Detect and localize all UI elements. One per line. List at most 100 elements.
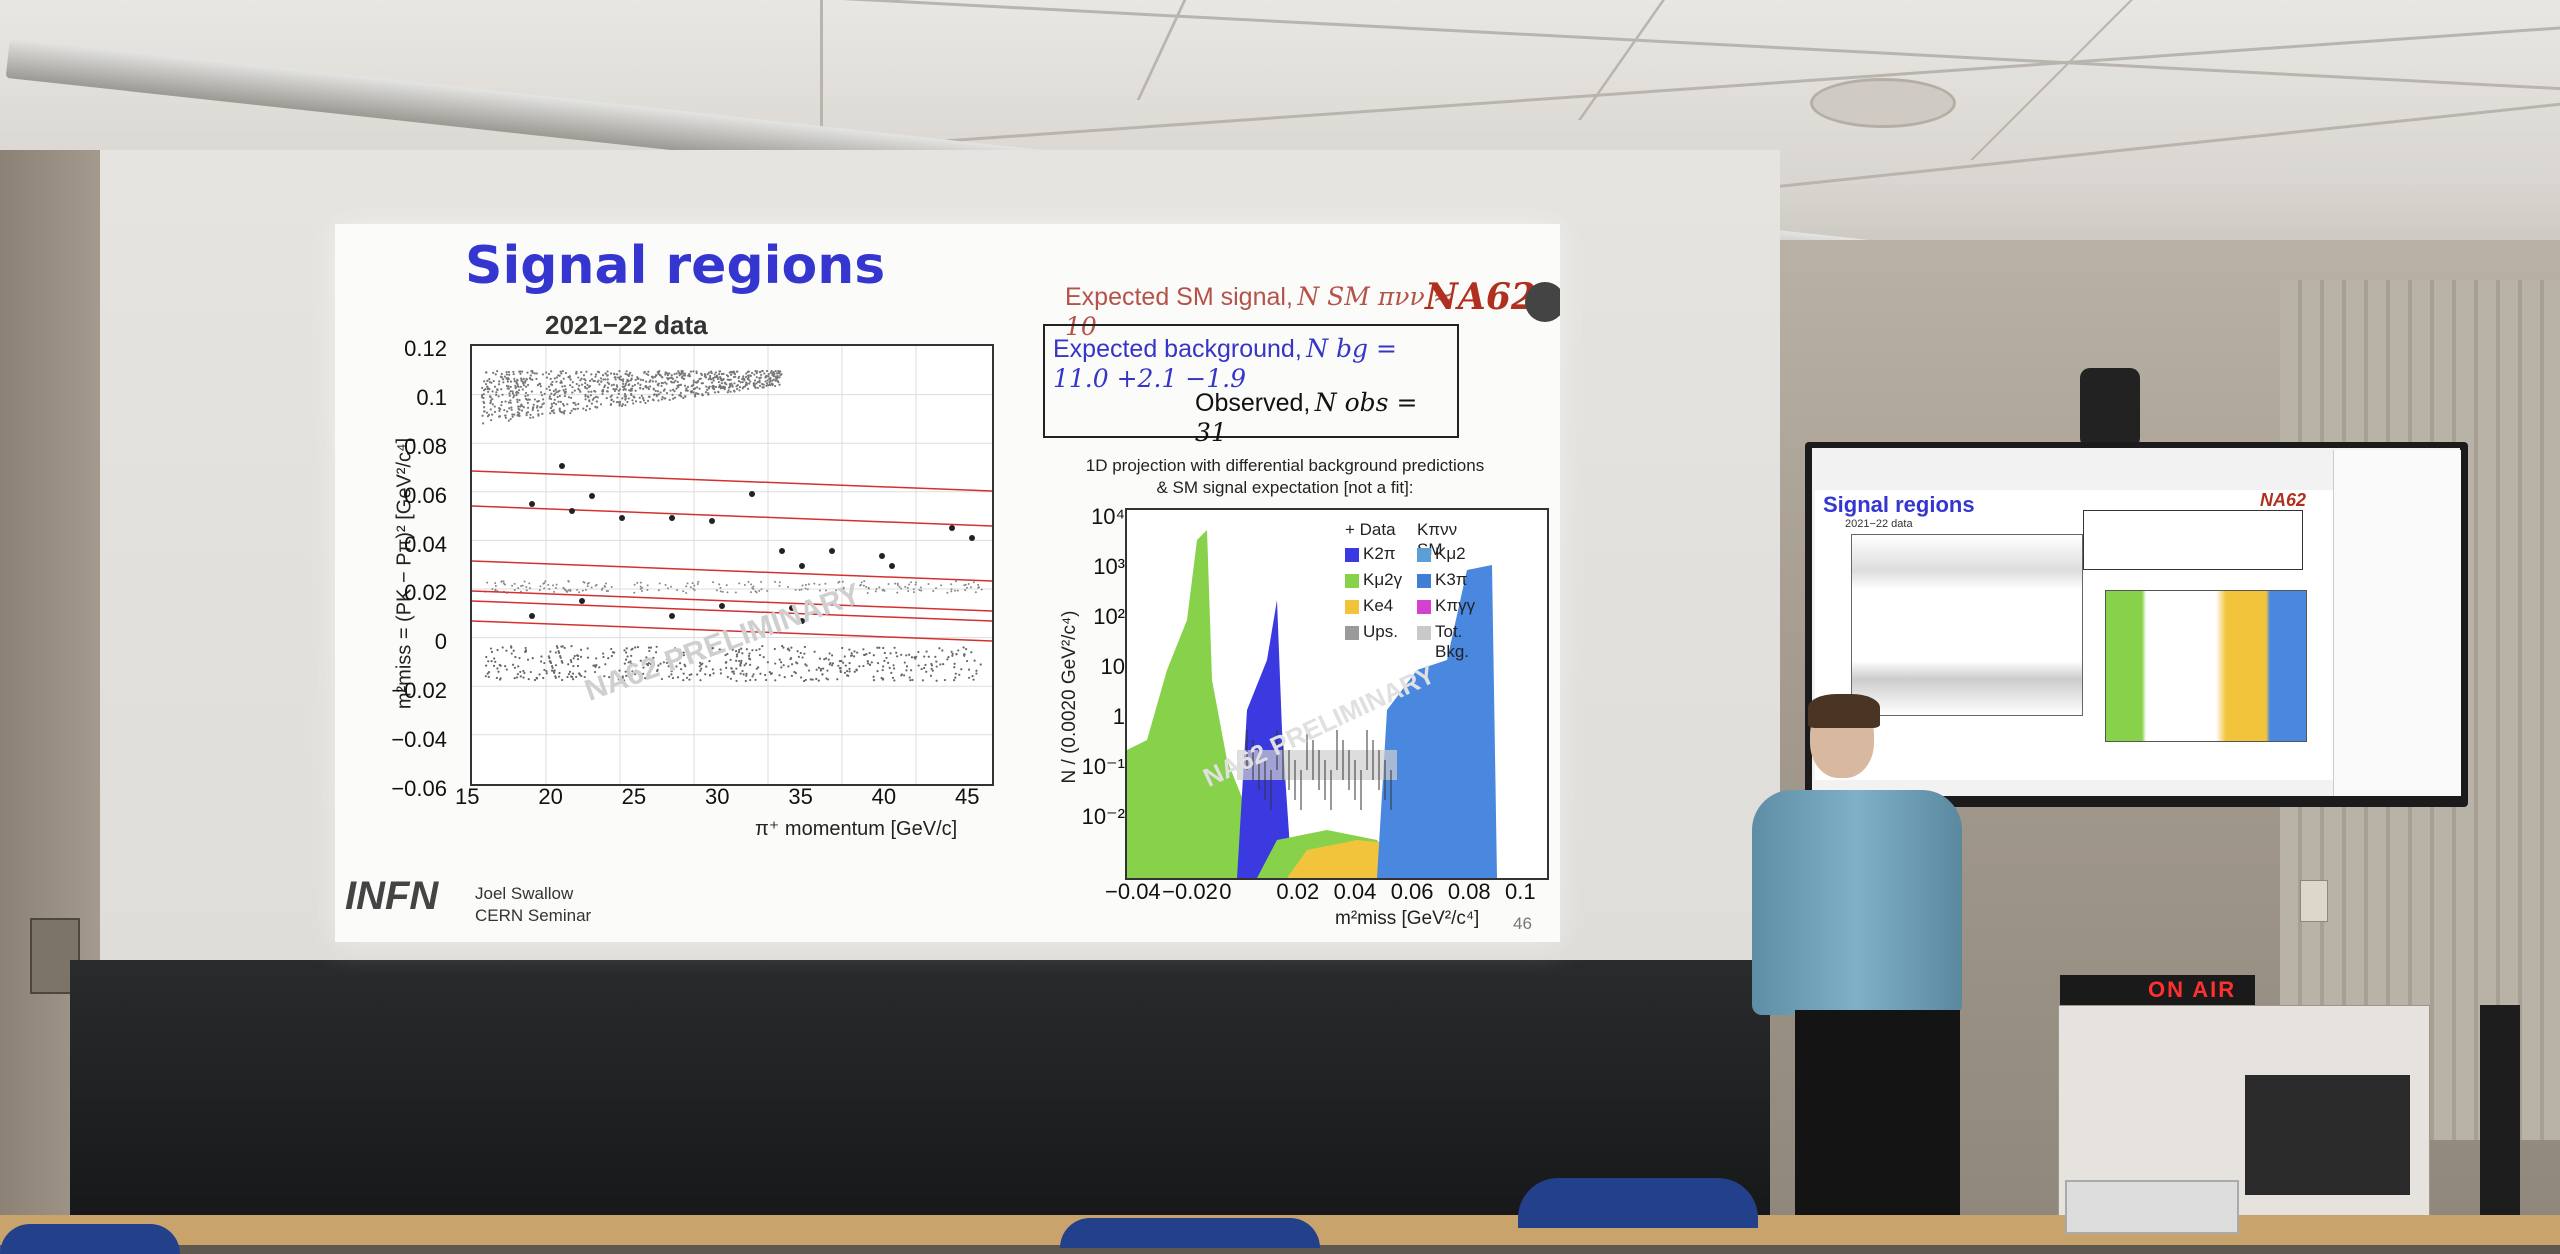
observed-event-dot: [949, 525, 955, 531]
scatter-dot: [775, 372, 779, 375]
scatter-dot: [567, 663, 570, 666]
scatter-dot: [758, 654, 762, 657]
scatter-dot: [690, 384, 693, 388]
scatter-dot: [867, 587, 870, 590]
scatter-dot: [616, 373, 619, 376]
scatter-dot: [695, 386, 699, 389]
signal-region-edge: [471, 470, 993, 492]
scatter-dot: [778, 658, 781, 661]
scatter-dot: [549, 661, 553, 665]
observed-event-dot: [719, 603, 725, 609]
scatter-y-tick-5: 0.02: [404, 580, 447, 606]
scatter-dot: [846, 669, 849, 673]
scatter-dot: [512, 396, 515, 399]
scatter-dot: [738, 659, 741, 663]
scatter-dot: [511, 663, 515, 666]
scatter-dot: [672, 381, 676, 384]
scatter-dot: [626, 373, 629, 376]
ceiling-camera: [2080, 368, 2140, 448]
scatter-dot: [516, 398, 519, 401]
scatter-dot: [931, 669, 934, 672]
scatter-dot: [558, 671, 561, 675]
observed-event-dot: [889, 563, 895, 569]
scatter-dot: [843, 671, 847, 674]
scatter-dot: [506, 410, 509, 413]
scatter-dot: [661, 396, 664, 399]
scatter-dot: [613, 373, 616, 376]
scatter-dot: [486, 672, 489, 675]
scatter-dot: [532, 406, 535, 409]
scatter-dot: [919, 586, 922, 589]
scatter-dot: [600, 380, 603, 383]
scatter-dot: [513, 666, 517, 669]
scatter-dot: [489, 401, 492, 405]
scatter-dot: [683, 372, 687, 375]
scatter-dot: [551, 380, 554, 384]
scatter-dot: [548, 397, 551, 400]
scatter-dot: [512, 649, 515, 652]
scatter-dot: [963, 654, 966, 657]
scatter-dot: [508, 373, 511, 376]
scatter-dot: [591, 398, 594, 401]
observed-event-dot: [829, 548, 835, 554]
scatter-dot: [552, 590, 555, 593]
scatter-dot: [670, 381, 674, 384]
scatter-dot: [711, 668, 714, 671]
scatter-dot: [531, 408, 534, 412]
scatter-dot: [882, 665, 885, 668]
scatter-dot: [701, 656, 704, 660]
scatter-dot: [765, 384, 768, 387]
scatter-dot: [755, 667, 758, 670]
scatter-dot: [755, 649, 758, 652]
scatter-dot: [543, 668, 546, 672]
scatter-dot: [513, 394, 516, 397]
scatter-dot: [584, 588, 587, 591]
scatter-dot: [882, 588, 885, 591]
scatter-dot: [564, 388, 567, 391]
scatter-dot: [511, 584, 514, 587]
scatter-dot: [684, 665, 687, 668]
lectern-screen: [2480, 1005, 2520, 1235]
scatter-dot: [972, 581, 975, 584]
scatter-dot: [677, 370, 680, 373]
scatter-dot: [903, 661, 906, 664]
scatter-dot: [973, 659, 976, 662]
scatter-dot: [777, 381, 780, 384]
scatter-dot: [893, 646, 896, 649]
scatter-dot: [717, 391, 720, 394]
scatter-dot: [721, 590, 724, 593]
scatter-dot: [674, 379, 677, 382]
scatter-dot: [821, 673, 824, 676]
scatter-dot: [486, 385, 489, 388]
scatter-dot: [634, 672, 637, 676]
scatter-dot: [561, 678, 564, 682]
scatter-dot: [507, 378, 510, 381]
scatter-dot: [663, 388, 666, 391]
scatter-dot: [539, 660, 543, 663]
scatter-dot: [868, 651, 871, 655]
scatter-dot: [515, 391, 518, 394]
scatter-dot: [617, 376, 620, 379]
scatter-dot: [522, 676, 525, 679]
scatter-dot: [782, 646, 785, 649]
scatter-dot: [888, 666, 891, 669]
scatter-dot: [667, 675, 671, 678]
scatter-dot: [749, 591, 752, 594]
scatter-dot: [824, 582, 827, 585]
hist-y-ticks: 10⁴ 10³ 10² 10 1 10⁻¹ 10⁻²: [1065, 504, 1125, 904]
scatter-dot: [642, 666, 645, 669]
scatter-dot: [615, 388, 618, 391]
scatter-dot: [632, 402, 635, 405]
scatter-dot: [659, 391, 662, 394]
scatter-dot: [595, 400, 598, 403]
scatter-dot: [765, 369, 769, 373]
scatter-dot: [621, 380, 625, 383]
scatter-x-ticks: 15 20 25 30 35 40 45: [455, 784, 1015, 814]
scatter-dot: [732, 389, 736, 392]
scatter-dot: [687, 652, 690, 655]
scatter-dot: [604, 663, 607, 666]
scatter-dot: [610, 585, 613, 588]
scatter-dot: [618, 402, 622, 406]
scatter-dot: [700, 372, 703, 375]
scatter-dot: [496, 370, 499, 373]
